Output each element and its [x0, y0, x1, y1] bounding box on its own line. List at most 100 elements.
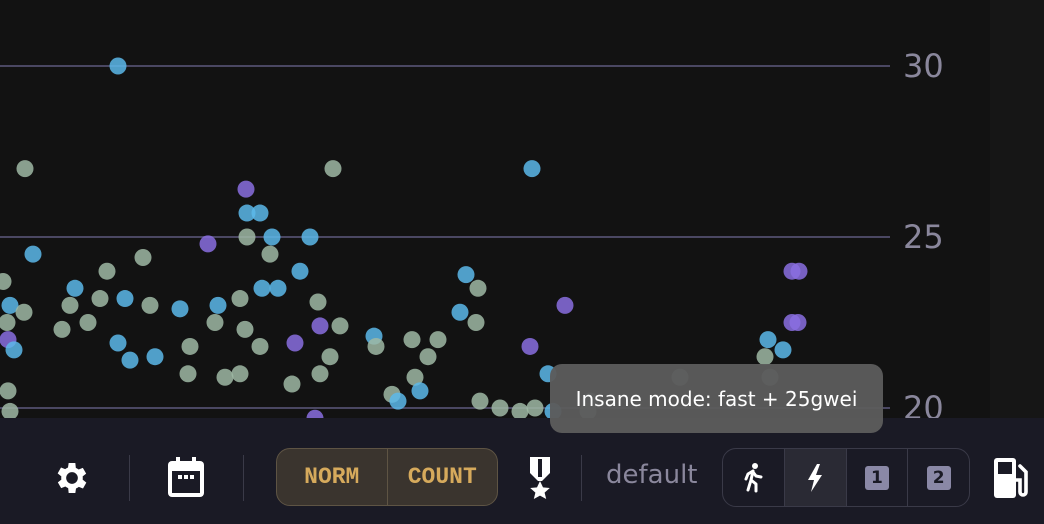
data-point	[134, 249, 152, 267]
gas-pump-icon[interactable]	[994, 458, 1030, 498]
data-point	[251, 204, 269, 222]
data-point	[251, 337, 269, 355]
data-point	[1, 402, 19, 418]
data-point	[523, 160, 541, 178]
data-point	[309, 293, 327, 311]
data-point	[61, 296, 79, 314]
data-point	[0, 272, 12, 290]
data-point	[291, 262, 309, 280]
data-point	[491, 399, 509, 417]
speed-option-2[interactable]: 2	[907, 449, 969, 506]
data-point	[237, 180, 255, 198]
data-point	[15, 303, 33, 321]
option-1-badge: 1	[864, 465, 889, 490]
data-point	[469, 279, 487, 297]
data-point	[0, 382, 17, 400]
calendar-icon[interactable]	[166, 457, 206, 499]
speed-option-running[interactable]	[723, 449, 784, 506]
data-point	[556, 296, 574, 314]
data-point	[789, 314, 807, 331]
y-tick-label: 20	[903, 389, 944, 418]
data-point	[263, 228, 281, 246]
data-point	[451, 303, 469, 321]
data-point	[16, 160, 34, 178]
data-point	[79, 314, 97, 331]
data-point	[269, 279, 287, 297]
data-point	[24, 245, 42, 263]
data-point	[457, 266, 475, 284]
data-point	[91, 290, 109, 308]
count-button[interactable]: COUNT	[386, 449, 498, 505]
data-point	[171, 300, 189, 318]
y-tick-label: 30	[903, 47, 944, 85]
toolbar-divider	[129, 455, 130, 501]
data-point	[206, 314, 224, 331]
data-point	[5, 341, 23, 359]
data-point	[116, 290, 134, 308]
running-icon	[744, 462, 763, 492]
data-point	[306, 409, 324, 418]
data-point	[511, 402, 529, 418]
data-point	[109, 57, 127, 75]
chart-right-strip	[990, 0, 1044, 418]
data-point	[471, 392, 489, 410]
data-point	[216, 368, 234, 386]
data-point	[141, 296, 159, 314]
data-point	[311, 365, 329, 383]
data-point	[286, 334, 304, 352]
data-point	[236, 320, 254, 338]
data-point	[467, 314, 485, 331]
speed-option-lightning[interactable]	[783, 449, 846, 506]
data-point	[66, 279, 84, 297]
data-point	[790, 262, 808, 280]
data-point	[774, 341, 792, 359]
data-point	[756, 348, 774, 366]
data-point	[311, 317, 329, 335]
data-point	[526, 399, 544, 417]
data-point	[253, 279, 271, 297]
data-point	[199, 235, 217, 253]
data-point	[419, 348, 437, 366]
data-point	[261, 245, 279, 263]
data-point	[411, 382, 429, 400]
data-point	[179, 365, 197, 383]
data-point	[1, 296, 19, 314]
data-point	[429, 331, 447, 349]
tooltip-text: Insane mode: fast + 25gwei	[575, 386, 858, 411]
data-point	[146, 348, 164, 366]
data-point	[521, 337, 539, 355]
scatter-chart: 30 25 20	[0, 47, 944, 418]
data-point	[209, 296, 227, 314]
preset-label[interactable]: default	[606, 460, 698, 490]
data-point	[98, 262, 116, 280]
data-point	[231, 365, 249, 383]
data-point	[238, 228, 256, 246]
data-point	[283, 375, 301, 393]
data-point	[238, 204, 256, 222]
data-point	[121, 351, 139, 369]
data-point	[389, 392, 407, 410]
data-point	[301, 228, 319, 246]
data-point	[109, 334, 127, 352]
lightning-icon	[808, 463, 823, 492]
option-2-badge: 2	[926, 465, 951, 490]
speed-option-1[interactable]: 1	[845, 449, 908, 506]
data-point	[331, 317, 349, 335]
toolbar-divider	[581, 455, 582, 501]
data-point	[324, 160, 342, 178]
y-tick-label: 25	[903, 218, 944, 256]
gear-icon[interactable]	[52, 458, 92, 498]
data-point	[231, 290, 249, 308]
norm-button[interactable]: NORM	[304, 464, 360, 490]
data-point	[759, 331, 777, 349]
data-point	[367, 337, 385, 355]
data-point	[53, 320, 71, 338]
speed-selector: 1 2	[722, 448, 970, 507]
data-point	[321, 348, 339, 366]
data-point	[181, 337, 199, 355]
toolbar-divider	[243, 455, 244, 501]
mode-toggle-group: NORM COUNT	[276, 448, 498, 506]
tooltip: Insane mode: fast + 25gwei	[550, 364, 883, 433]
medal-icon[interactable]	[528, 457, 552, 499]
data-point	[403, 331, 421, 349]
